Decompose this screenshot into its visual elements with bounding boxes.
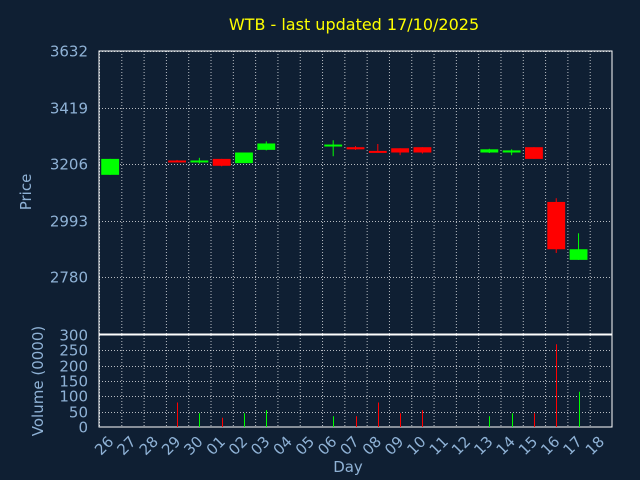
volume-tick-label: 250	[59, 342, 88, 360]
volume-tick-label: 100	[59, 388, 88, 406]
price-tick-label: 2780	[50, 269, 88, 287]
x-axis-label: Day	[333, 458, 363, 476]
candle-body	[235, 152, 253, 164]
volume-tick-label: 300	[59, 327, 88, 345]
candle-body	[190, 160, 209, 163]
chart-title: WTB - last updated 17/10/2025	[229, 15, 479, 34]
candle-body	[480, 149, 499, 153]
price-tick-label: 2993	[50, 213, 88, 231]
candle-body	[346, 147, 365, 150]
candle-body	[547, 201, 566, 250]
price-grid	[99, 51, 612, 334]
candle-body	[502, 150, 521, 153]
volume-tick-label: 0	[78, 419, 88, 437]
volume-panel-frame	[98, 334, 613, 428]
candle-body	[368, 150, 387, 153]
x-ticks: 2627282930010203040506070809101112131415…	[91, 433, 608, 459]
candle-body	[413, 147, 432, 153]
candle-body	[212, 158, 231, 166]
volume-axis-label: Volume (0000)	[29, 326, 47, 436]
price-axis-label: Price	[17, 174, 35, 211]
price-tick-label: 3632	[50, 43, 88, 61]
x-tick-label: 18	[582, 433, 608, 459]
volume-bars	[177, 344, 580, 427]
price-y-ticks: 2780 2993 3206 3419 3632	[50, 43, 88, 287]
candle-body	[569, 249, 588, 260]
candle-body	[257, 143, 276, 150]
price-tick-label: 3419	[50, 100, 88, 118]
candle-body	[324, 144, 343, 147]
price-panel-frame	[98, 50, 613, 335]
candle-body	[168, 160, 186, 163]
candles	[101, 140, 588, 260]
volume-tick-label: 200	[59, 358, 88, 376]
volume-tick-label: 150	[59, 373, 88, 391]
volume-tick-label: 50	[69, 404, 88, 422]
price-tick-label: 3206	[50, 156, 88, 174]
volume-grid	[99, 335, 612, 427]
candle-body	[525, 147, 543, 159]
candle-body	[391, 148, 410, 153]
candle-body	[101, 158, 120, 175]
